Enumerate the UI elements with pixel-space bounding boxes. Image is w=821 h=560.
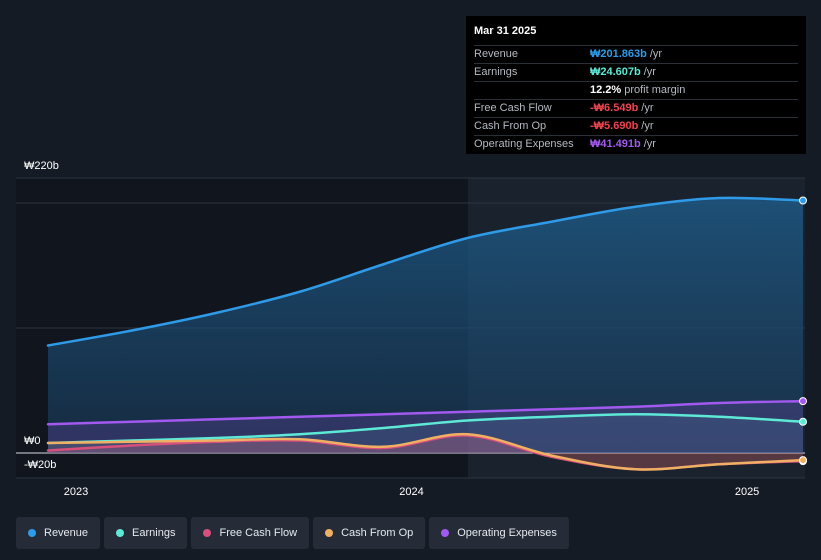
y-tick-top: ₩220b <box>24 160 59 172</box>
tooltip-row-label: Revenue <box>474 48 519 60</box>
tooltip-row: Operating Expenses ₩41.491b/yr <box>474 136 798 153</box>
legend-label: Free Cash Flow <box>219 527 298 539</box>
earnings-area <box>48 414 803 453</box>
earnings-line <box>46 412 805 445</box>
tooltip-row: Revenue ₩201.863b/yr <box>474 46 798 64</box>
data-tooltip: Mar 31 2025 Revenue ₩201.863b/yr Earnings ₩… <box>466 16 806 154</box>
legend-label: Operating Expenses <box>457 527 557 539</box>
legend-dot-icon <box>116 529 125 537</box>
tooltip-row-value: ₩24.607b <box>590 66 641 78</box>
series-lines <box>46 196 805 471</box>
legend-label: Cash From Op <box>341 527 414 539</box>
legend-label: Revenue <box>44 527 89 539</box>
legend-dot-icon <box>203 529 212 537</box>
legend-item[interactable]: Revenue <box>16 517 101 549</box>
cash-from-op-endpoint <box>799 456 807 465</box>
tooltip-row-value: ₩41.491b <box>590 138 641 150</box>
series-endpoints <box>799 196 807 466</box>
cash-from-op-line <box>46 432 805 471</box>
tooltip-row-label: Earnings <box>474 66 518 78</box>
tooltip-row-value: -₩5.690b <box>590 120 639 132</box>
tooltip-row-label: Free Cash Flow <box>474 102 552 114</box>
tooltip-row-unit: profit margin <box>624 84 686 96</box>
tooltip-row: Cash From Op -₩5.690b/yr <box>474 118 798 136</box>
revenue-endpoint <box>799 196 807 205</box>
tooltip-row-label: Cash From Op <box>474 120 547 132</box>
tooltip-row-unit: /yr <box>649 48 663 60</box>
earnings-endpoint <box>799 417 807 426</box>
tooltip-row: 12.2% profit margin <box>474 82 798 100</box>
tooltip-row-label <box>474 82 590 99</box>
chart-legend: Revenue Earnings Free Cash Flow Cash From O… <box>16 517 569 549</box>
tooltip-row-label: Operating Expenses <box>474 138 574 150</box>
revenue-line <box>46 196 805 347</box>
tooltip-row: Earnings ₩24.607b/yr <box>474 64 798 82</box>
legend-label: Earnings <box>132 527 176 539</box>
legend-dot-icon <box>325 529 334 537</box>
y-tick-bottom: -₩20b <box>24 459 57 471</box>
x-tick-label: 2023 <box>64 486 88 498</box>
x-axis-ticks: 2023 2024 2025 <box>64 486 760 498</box>
tooltip-row-value: 12.2% <box>590 84 622 96</box>
x-tick-label: 2025 <box>735 486 759 498</box>
legend-item[interactable]: Operating Expenses <box>429 517 569 549</box>
cash-from-op-area <box>48 434 803 470</box>
operating-expenses-endpoint <box>799 397 807 406</box>
tooltip-row-value: ₩201.863b <box>590 48 647 60</box>
legend-dot-icon <box>28 529 36 537</box>
tooltip-row-unit: /yr <box>641 120 654 132</box>
tooltip-row-unit: /yr <box>641 102 654 114</box>
free-cash-flow-area <box>48 435 803 470</box>
x-tick-label: 2024 <box>399 486 423 498</box>
tooltip-row-unit: /yr <box>643 66 656 78</box>
legend-item[interactable]: Free Cash Flow <box>191 517 310 549</box>
legend-item[interactable]: Earnings <box>104 517 188 549</box>
tooltip-row: Free Cash Flow -₩6.549b/yr <box>474 100 798 118</box>
legend-item[interactable]: Cash From Op <box>313 517 426 549</box>
tooltip-row-unit: /yr <box>643 138 656 150</box>
revenue-area <box>48 197 803 453</box>
y-tick-zero: ₩0 <box>24 435 41 447</box>
tooltip-row-value: -₩6.549b <box>590 102 639 114</box>
tooltip-date: Mar 31 2025 <box>474 24 798 46</box>
legend-dot-icon <box>441 529 450 537</box>
operating-expenses-line <box>46 399 805 426</box>
